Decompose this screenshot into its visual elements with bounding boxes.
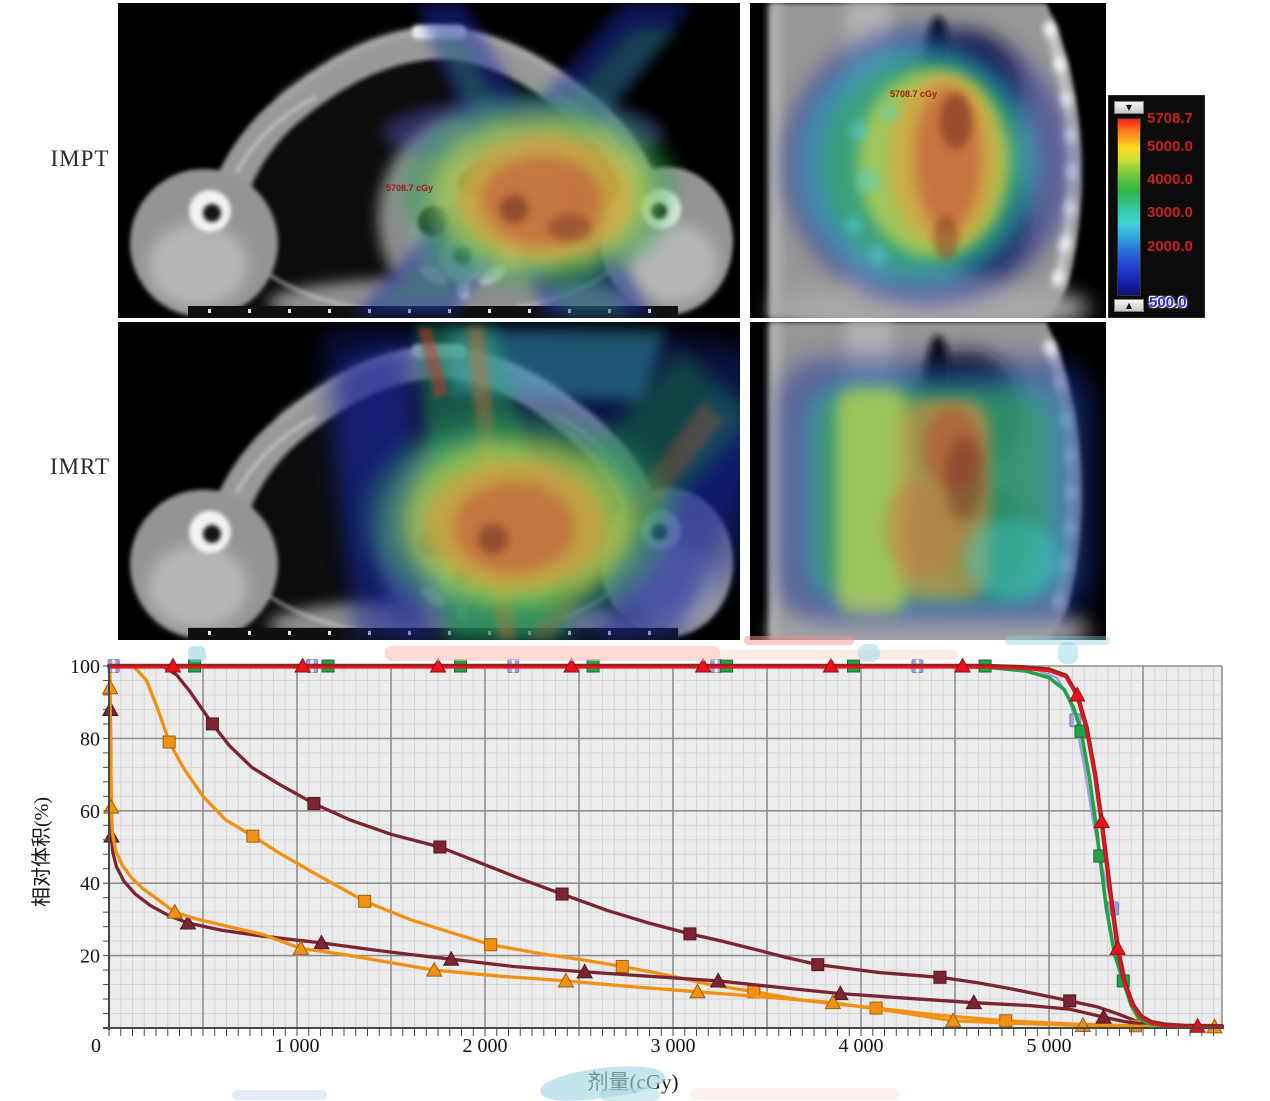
colorbar-scale-value: 5708.7 [1147, 110, 1193, 127]
y-tick-label: 40 [80, 873, 100, 895]
dvh-chart: 0 1 000 2 000 3 000 4 000 5 000 100 80 60 40 20 [0, 640, 1270, 1101]
row-label-impt: IMPT [50, 146, 110, 171]
x-tick-label: 2 000 [463, 1035, 508, 1057]
dose-point-annotation: 5708.7 cGy [386, 183, 433, 193]
dose-colorbar: ▼ 5708.7 5000.0 4000.0 3000.0 2000.0 ▲ 500.0 [1108, 95, 1205, 318]
y-tick-label: 60 [80, 801, 100, 823]
colorbar-min-button[interactable]: ▲ [1114, 299, 1144, 312]
colorbar-scale-value: 4000.0 [1147, 171, 1193, 188]
plot-area [109, 666, 1222, 1028]
triangle-up-icon: ▲ [1125, 301, 1133, 310]
x-tick-label: 1 000 [275, 1035, 320, 1057]
row-label-imrt: IMRT [49, 454, 111, 479]
y-axis-title: 相对体积(%) [31, 797, 53, 907]
y-tick-label: 80 [80, 728, 100, 750]
impt-sagittal-ct-image: 5708.7 cGy [750, 3, 1106, 318]
triangle-down-icon: ▼ [1125, 103, 1133, 112]
x-tick-label: 4 000 [839, 1035, 884, 1057]
impt-axial-ct-image: 5708.7 cGy [118, 3, 740, 318]
colorbar-scale-value: 3000.0 [1147, 204, 1193, 221]
y-tick-label: 20 [80, 946, 100, 968]
colorbar-max-button[interactable]: ▼ [1114, 101, 1144, 114]
imrt-axial-ct-image [118, 322, 740, 640]
series-orange-triangle [101, 664, 1223, 1034]
colorbar-scale-value: 5000.0 [1147, 138, 1193, 155]
x-tick-label: 5 000 [1027, 1035, 1072, 1057]
x-axis-title: 剂量(cGy) [587, 1070, 679, 1094]
series-maroon-square [107, 664, 1187, 1028]
dose-gradient-bar [1117, 118, 1141, 296]
series-red-triangle [106, 657, 1225, 1033]
colorbar-scale-value: 2000.0 [1147, 238, 1193, 255]
colorbar-min-value: 500.0 [1149, 294, 1187, 311]
x-tick-label: 0 [91, 1035, 101, 1057]
dose-point-annotation: 5708.7 cGy [890, 89, 937, 99]
x-tick-label: 3 000 [651, 1035, 696, 1057]
y-tick-label: 100 [70, 656, 100, 678]
imrt-sagittal-ct-image [750, 322, 1106, 640]
